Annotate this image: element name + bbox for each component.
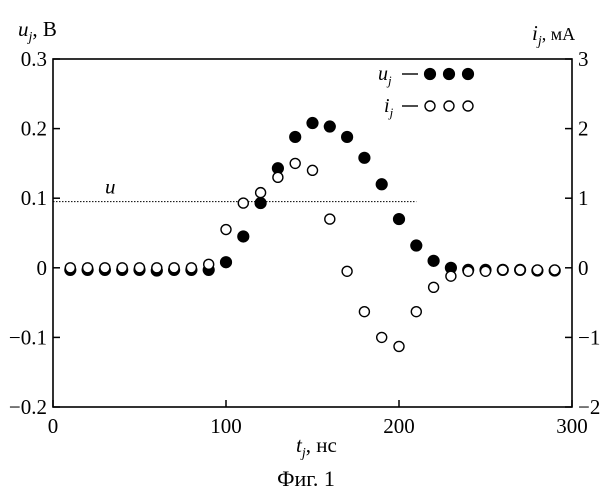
x-tick-label: 200 [383,414,415,438]
legend-marker-i-1 [425,101,435,111]
y-right-tick-label: 0 [578,256,589,280]
data-point-u_j [221,257,232,268]
y-right-tick-label: 2 [578,117,589,141]
data-point-i_j [498,265,508,275]
x-axis-title: tj, нс [296,433,337,461]
data-point-i_j [221,225,231,235]
legend-marker-u-2 [444,69,455,80]
y-left-axis-title: uj, В [18,17,57,45]
data-point-i_j [377,332,387,342]
y-right-tick-label: 3 [578,47,589,71]
data-point-u_j [428,255,439,266]
data-point-i_j [135,263,145,273]
data-point-i_j [238,198,248,208]
data-point-i_j [65,263,75,273]
data-point-u_j [411,240,422,251]
y-right-axis-ticks: −2 −1 0 1 2 3 [565,47,600,419]
data-point-i_j [550,265,560,275]
reference-line-label: u [105,175,116,199]
figure-caption: Фиг. 1 [277,466,335,491]
data-point-i_j [463,266,473,276]
legend: uj ij [378,63,474,120]
data-point-i_j [256,188,266,198]
data-point-u_j [376,179,387,190]
series-layer [65,118,560,352]
plot-frame [53,59,572,407]
data-point-i_j [532,265,542,275]
data-point-i_j [169,263,179,273]
data-point-i_j [481,266,491,276]
data-point-i_j [515,265,525,275]
y-right-axis-title: ij, мА [532,21,575,49]
data-point-i_j [394,341,404,351]
y-left-tick-label: 0.1 [21,186,47,210]
y-left-tick-label: 0 [37,256,48,280]
data-point-i_j [342,266,352,276]
data-point-i_j [186,263,196,273]
y-right-tick-label: 1 [578,186,589,210]
y-right-tick-label: −1 [578,325,600,349]
legend-marker-i-3 [463,101,473,111]
data-point-i_j [359,307,369,317]
data-point-u_j [394,214,405,225]
y-left-tick-label: 0.2 [21,117,47,141]
legend-label-u: uj [378,63,392,88]
data-point-u_j [290,131,301,142]
data-point-i_j [204,259,214,269]
data-point-i_j [308,165,318,175]
y-left-tick-label: −0.1 [9,325,47,349]
data-point-u_j [238,231,249,242]
x-tick-label: 100 [210,414,242,438]
x-tick-label: 0 [48,414,59,438]
data-point-i_j [429,282,439,292]
data-point-i_j [273,172,283,182]
legend-marker-u-3 [463,69,474,80]
data-point-u_j [359,152,370,163]
y-left-tick-label: −0.2 [9,395,47,419]
legend-label-i: ij [384,95,394,120]
legend-marker-u-1 [425,69,436,80]
y-left-tick-label: 0.3 [21,47,47,71]
data-point-i_j [117,263,127,273]
data-point-i_j [290,158,300,168]
data-point-i_j [100,263,110,273]
data-point-i_j [83,263,93,273]
data-point-u_j [307,118,318,129]
data-point-u_j [342,131,353,142]
y-right-tick-label: −2 [578,395,600,419]
data-point-u_j [324,121,335,132]
data-point-i_j [152,263,162,273]
data-point-i_j [446,271,456,281]
data-point-i_j [325,214,335,224]
legend-marker-i-2 [444,101,454,111]
data-point-i_j [411,307,421,317]
data-point-u_j [255,198,266,209]
